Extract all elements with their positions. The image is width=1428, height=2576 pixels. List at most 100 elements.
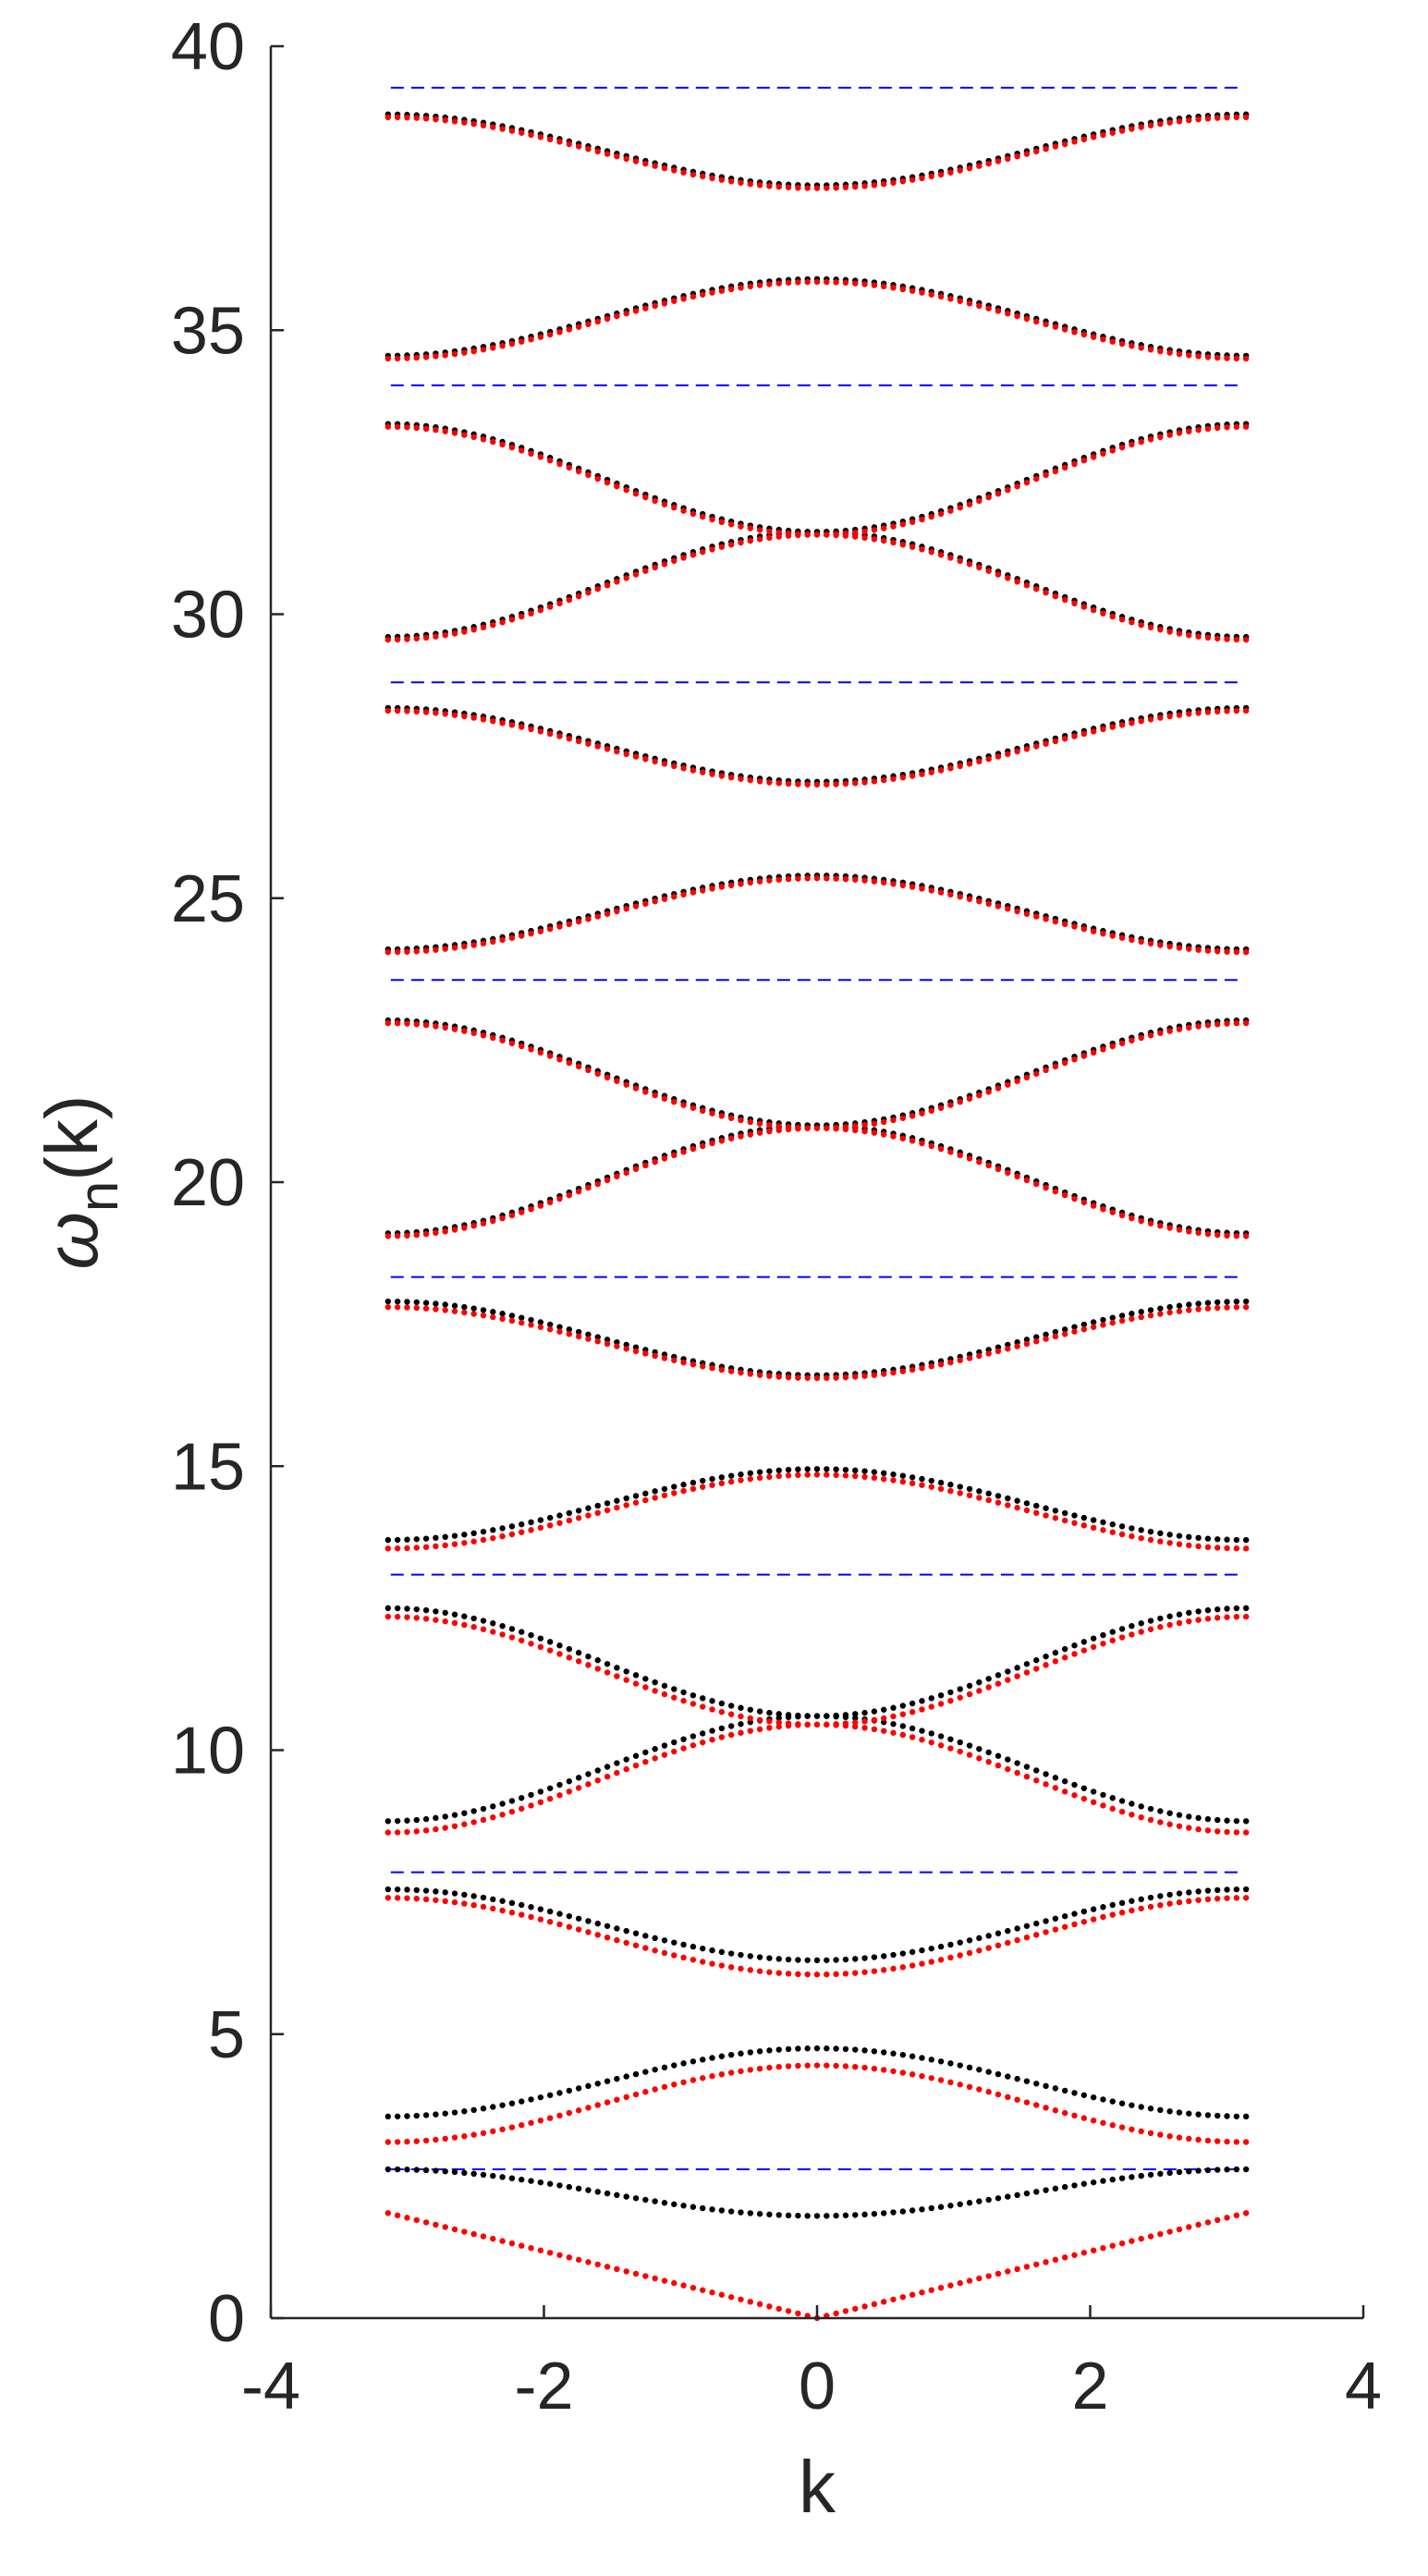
data-point — [490, 1905, 496, 1912]
data-point — [1242, 1895, 1250, 1901]
data-point — [718, 1113, 726, 1119]
data-point — [775, 280, 782, 287]
data-point — [528, 336, 534, 343]
data-point — [470, 714, 477, 721]
data-point — [451, 1541, 458, 1547]
data-point — [1214, 2216, 1221, 2224]
data-point — [995, 1493, 1002, 1499]
data-point — [575, 918, 582, 925]
data-point — [632, 1680, 640, 1687]
data-point — [1052, 2107, 1059, 2114]
data-point — [1224, 1605, 1230, 1612]
data-point — [871, 536, 878, 543]
data-point — [1071, 139, 1078, 145]
data-point — [976, 2198, 983, 2204]
data-point — [680, 1487, 687, 1495]
data-point — [985, 1945, 992, 1951]
data-point — [899, 1135, 907, 1141]
data-point — [614, 579, 620, 585]
data-point — [384, 2113, 392, 2120]
data-point — [709, 885, 715, 892]
data-point — [680, 1689, 687, 1696]
data-point — [632, 1166, 640, 1173]
data-point — [1100, 1641, 1106, 1647]
data-point — [1118, 1910, 1126, 1916]
data-point — [604, 1669, 611, 1676]
data-point — [508, 722, 516, 728]
data-point — [919, 1737, 925, 1743]
data-point — [537, 2247, 544, 2253]
band — [384, 875, 1250, 956]
data-point — [671, 1739, 677, 1746]
data-point — [833, 1712, 839, 1719]
data-point — [1080, 1919, 1088, 1925]
data-point — [413, 1828, 420, 1835]
data-point — [1033, 318, 1040, 325]
data-point — [661, 1355, 668, 1361]
data-point — [871, 778, 878, 785]
data-point — [995, 1672, 1002, 1679]
data-point — [700, 2057, 706, 2063]
data-point — [718, 177, 726, 183]
data-point — [384, 707, 392, 714]
data-point — [1071, 2090, 1078, 2096]
data-point — [747, 1953, 753, 1959]
data-point — [995, 1348, 1002, 1355]
data-point — [1109, 1529, 1116, 1535]
data-point — [976, 2275, 983, 2282]
data-point — [709, 1698, 715, 1704]
data-point — [394, 1019, 401, 1027]
data-point — [1005, 1502, 1011, 1508]
data-point — [795, 1721, 801, 1728]
data-point — [1195, 1608, 1202, 1615]
data-point — [413, 1895, 420, 1902]
data-point — [575, 1328, 582, 1336]
data-point — [1242, 1818, 1250, 1825]
data-point — [1052, 2185, 1059, 2192]
data-point — [508, 128, 516, 134]
data-point — [614, 1673, 620, 1679]
data-point — [928, 291, 934, 298]
data-point — [614, 1505, 620, 1511]
data-point — [718, 1138, 726, 1144]
data-point — [957, 505, 963, 511]
data-point — [947, 2060, 954, 2067]
data-point — [623, 1346, 629, 1352]
data-point — [1100, 610, 1106, 617]
data-point — [919, 1728, 925, 1734]
data-point — [1090, 1517, 1097, 1523]
band — [384, 114, 1250, 191]
data-point — [404, 1886, 410, 1893]
data-point — [1224, 1304, 1230, 1311]
data-point — [1176, 1227, 1183, 1233]
data-point — [928, 1739, 934, 1746]
data-point — [1195, 1534, 1202, 1542]
data-point — [632, 158, 640, 165]
data-point — [937, 293, 945, 300]
data-point — [384, 1298, 392, 1305]
data-point — [738, 1729, 744, 1736]
data-point — [519, 338, 525, 345]
data-point — [433, 2221, 439, 2228]
data-point — [490, 1309, 496, 1315]
data-point — [1204, 1815, 1212, 1823]
data-point — [1147, 1220, 1154, 1227]
data-point — [842, 1466, 849, 1473]
data-point — [1118, 1808, 1126, 1815]
data-point — [957, 2279, 963, 2287]
data-point — [480, 2171, 487, 2179]
data-point — [470, 433, 477, 441]
data-point — [775, 780, 782, 787]
data-point — [795, 1971, 801, 1978]
data-point — [442, 2110, 448, 2117]
data-point — [928, 1959, 934, 1965]
data-point — [1242, 1019, 1250, 1027]
data-point — [566, 140, 573, 148]
data-point — [995, 1942, 1002, 1948]
data-point — [709, 1482, 715, 1488]
y-tick-label: 20 — [171, 1146, 245, 1220]
data-point — [451, 2134, 458, 2141]
data-point — [985, 1162, 992, 1169]
data-point — [384, 423, 392, 430]
data-point — [985, 1490, 992, 1497]
